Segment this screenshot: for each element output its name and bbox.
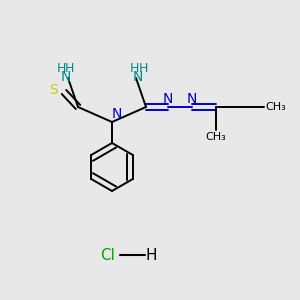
- Text: H: H: [56, 62, 66, 76]
- Text: S: S: [50, 83, 58, 97]
- Text: H: H: [129, 62, 139, 76]
- Text: H: H: [138, 61, 148, 74]
- Text: N: N: [112, 107, 122, 121]
- Text: CH₃: CH₃: [266, 102, 286, 112]
- Text: Cl: Cl: [100, 248, 116, 262]
- Text: N: N: [187, 92, 197, 106]
- Text: N: N: [133, 70, 143, 84]
- Text: N: N: [61, 70, 71, 84]
- Text: CH₃: CH₃: [206, 132, 226, 142]
- Text: N: N: [163, 92, 173, 106]
- Text: H: H: [64, 61, 74, 74]
- Text: H: H: [145, 248, 157, 262]
